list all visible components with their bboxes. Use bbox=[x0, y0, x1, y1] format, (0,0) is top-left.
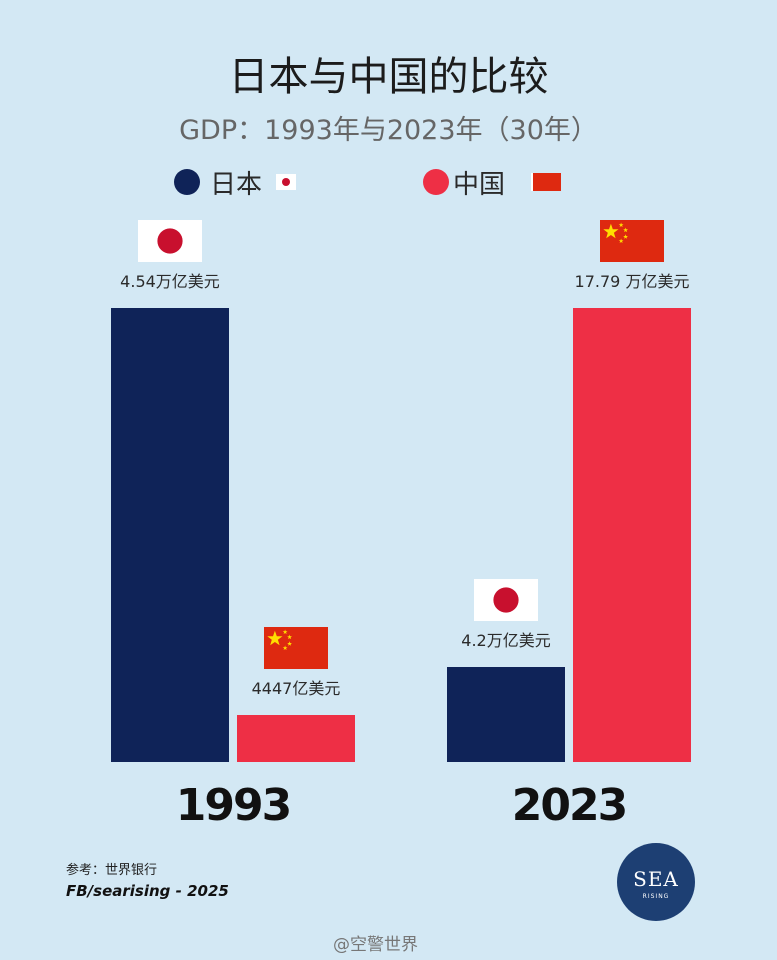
legend-swatch-china bbox=[423, 169, 449, 195]
data-label-japan-1993: 4.54万亿美元 bbox=[120, 272, 220, 291]
x-tick-label-1993: 1993 bbox=[176, 780, 290, 831]
legend-label-china: 中国 bbox=[453, 169, 506, 200]
legend-label-japan: 日本 bbox=[210, 169, 263, 200]
legend-item-china: 中国 bbox=[423, 165, 562, 200]
legend-swatch-japan bbox=[174, 169, 200, 195]
logo-text: SEA bbox=[633, 867, 679, 891]
data-label-china-1993: 4447亿美元 bbox=[252, 679, 341, 698]
legend-item-japan: 日本 bbox=[174, 165, 297, 200]
chart-subtitle: GDP：1993年与2023年（30年） bbox=[179, 115, 598, 146]
chart-title: 日本与中国的比较 bbox=[228, 54, 549, 100]
china-flag-icon bbox=[531, 173, 562, 191]
china-flag-icon bbox=[264, 627, 328, 669]
source-note: 参考：世界银行 bbox=[66, 863, 158, 878]
japan-flag-icon bbox=[474, 579, 538, 621]
china-flag-icon bbox=[600, 220, 664, 262]
data-label-japan-2023: 4.2万亿美元 bbox=[461, 631, 550, 650]
logo-subtext: RISING bbox=[642, 893, 670, 900]
sea-rising-logo: SEA RISING bbox=[617, 843, 695, 921]
bar-japan-2023 bbox=[447, 667, 565, 762]
bar-japan-1993 bbox=[111, 308, 229, 762]
japan-flag-icon bbox=[138, 220, 202, 262]
watermark: @空警世界 bbox=[333, 935, 418, 955]
credit-note: FB/searising - 2025 bbox=[66, 882, 229, 900]
data-label-china-2023: 17.79 万亿美元 bbox=[575, 272, 690, 291]
bar-china-1993 bbox=[237, 715, 355, 762]
x-tick-label-2023: 2023 bbox=[512, 780, 626, 831]
bar-china-2023 bbox=[573, 308, 691, 762]
japan-flag-icon bbox=[276, 174, 297, 190]
